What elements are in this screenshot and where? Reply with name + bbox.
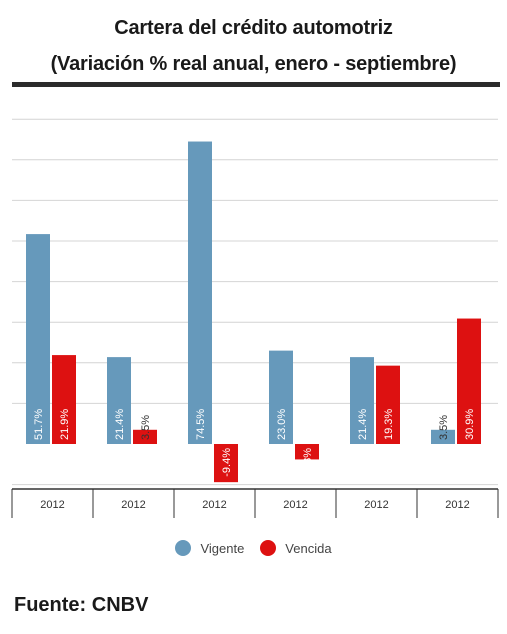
data-label: 3.5% — [140, 415, 152, 440]
legend-swatch-vigente — [175, 540, 192, 556]
data-label: -9.4% — [221, 448, 233, 477]
data-label: 3.5% — [438, 415, 450, 440]
x-tick-label: 2012 — [202, 499, 226, 511]
data-label: 21.4% — [114, 409, 126, 440]
chart-title: Cartera del crédito automotriz — [114, 17, 393, 39]
data-label: 30.9% — [464, 409, 476, 440]
bar-vigente — [269, 350, 293, 444]
chart-subtitle: (Variación % real anual, enero - septiem… — [50, 53, 457, 75]
bar-vencida — [133, 429, 157, 444]
bar-vencida — [376, 365, 400, 444]
title-rule — [12, 82, 500, 87]
bar-vigente — [26, 234, 50, 444]
bar-vencida — [214, 444, 238, 483]
legend-item-vencida: Vencida — [260, 540, 332, 556]
data-label: 21.4% — [357, 409, 369, 440]
bar-vencida — [52, 355, 76, 444]
bar-vigente — [188, 141, 212, 444]
bar-chart: 51.7% 21.9% 2012 21.4% 3.5% 2012 74.5% -9.4% 201… — [11, 118, 499, 518]
data-label: -3.8% — [302, 448, 314, 477]
data-label: 23.0% — [276, 409, 288, 440]
x-tick-label: 2012 — [40, 499, 64, 511]
x-tick-label: 2012 — [364, 499, 388, 511]
legend-item-vigente: Vigente — [175, 540, 244, 556]
x-tick-label: 2012 — [121, 499, 145, 511]
data-label: 19.3% — [383, 409, 395, 440]
x-tick-label: 2012 — [445, 499, 469, 511]
x-tick-label: 2012 — [283, 499, 307, 511]
bar-vencida — [457, 318, 481, 444]
bar-vigente — [431, 429, 455, 444]
data-label: 51.7% — [33, 409, 45, 440]
bar-vigente — [107, 357, 131, 444]
data-label: 21.9% — [59, 409, 71, 440]
legend-swatch-vencida — [260, 540, 277, 556]
bar-vencida — [295, 444, 319, 460]
legend: Vigente Vencida — [0, 540, 507, 556]
legend-label-vigente: Vigente — [200, 540, 245, 556]
bar-vigente — [350, 357, 374, 444]
legend-label-vencida: Vencida — [285, 540, 332, 556]
source-note: Fuente: CNBV — [14, 594, 149, 616]
data-label: 74.5% — [195, 409, 207, 440]
chart-title-block: Cartera del crédito automotriz (Variació… — [0, 10, 507, 82]
